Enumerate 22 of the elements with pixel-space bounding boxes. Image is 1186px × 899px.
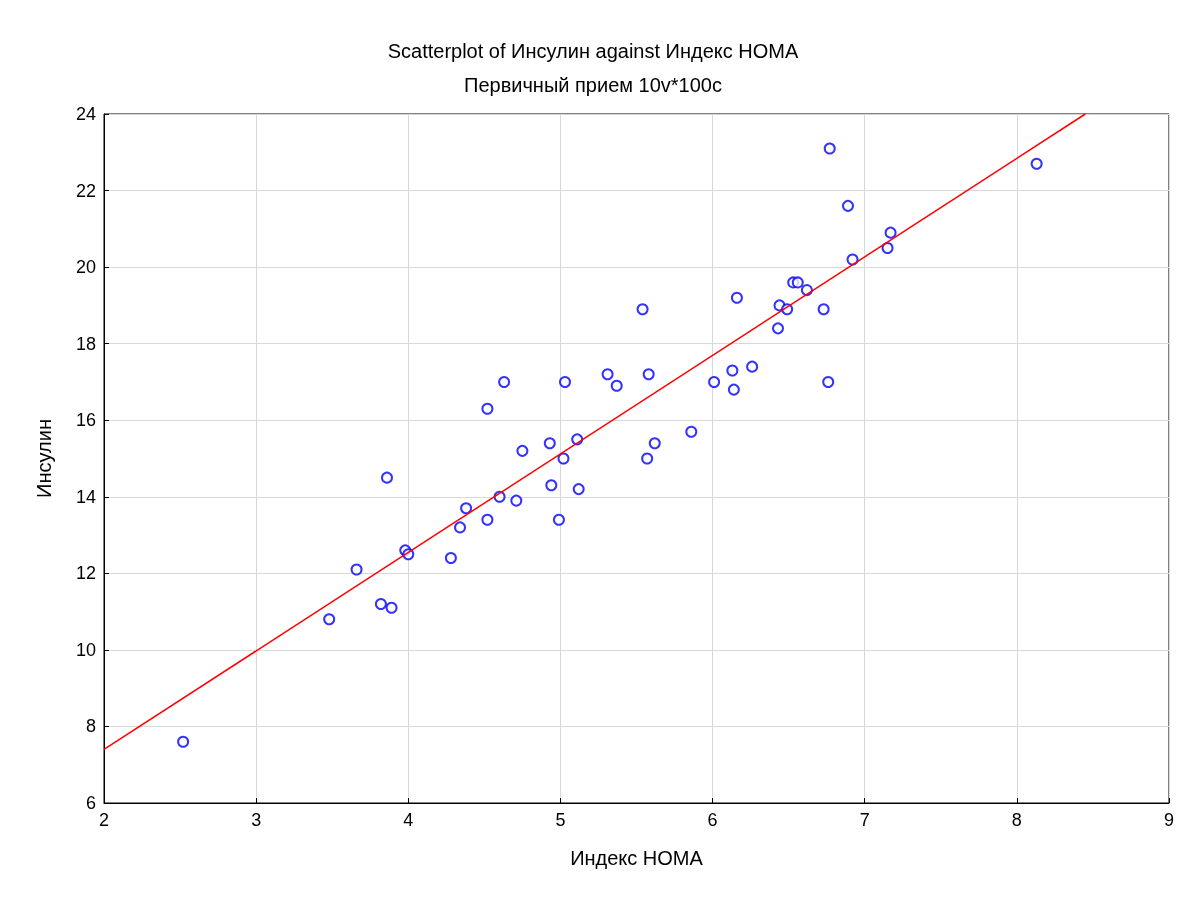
y-tick-label: 12 [75, 563, 96, 584]
y-tick-label: 8 [85, 716, 96, 737]
y-tick-label: 18 [75, 333, 96, 354]
x-tick-label: 9 [1163, 810, 1175, 830]
x-tick-label: 7 [859, 810, 870, 830]
x-tick-label: 6 [707, 810, 718, 830]
y-tick-label: 22 [75, 180, 96, 201]
x-tick-label: 2 [98, 810, 110, 830]
y-tick-label: 16 [75, 410, 96, 431]
y-axis-title: Инсулин [33, 419, 55, 498]
x-tick-label: 8 [1011, 810, 1022, 830]
chart-title: Scatterplot of Инсулин against Индекс HOMA [387, 40, 799, 62]
y-tick-label: 6 [85, 793, 96, 813]
y-tick-label: 20 [75, 257, 96, 278]
x-tick-label: 5 [555, 810, 566, 830]
y-tick-label: 24 [75, 104, 96, 124]
y-tick-label: 14 [75, 486, 96, 507]
y-tick-label: 10 [75, 639, 96, 660]
x-axis-title: Индекс HOMA [570, 847, 704, 869]
x-tick-label: 3 [251, 810, 262, 830]
chart-subtitle: Первичный прием 10v*100c [464, 74, 722, 96]
x-tick-label: 4 [403, 810, 414, 830]
